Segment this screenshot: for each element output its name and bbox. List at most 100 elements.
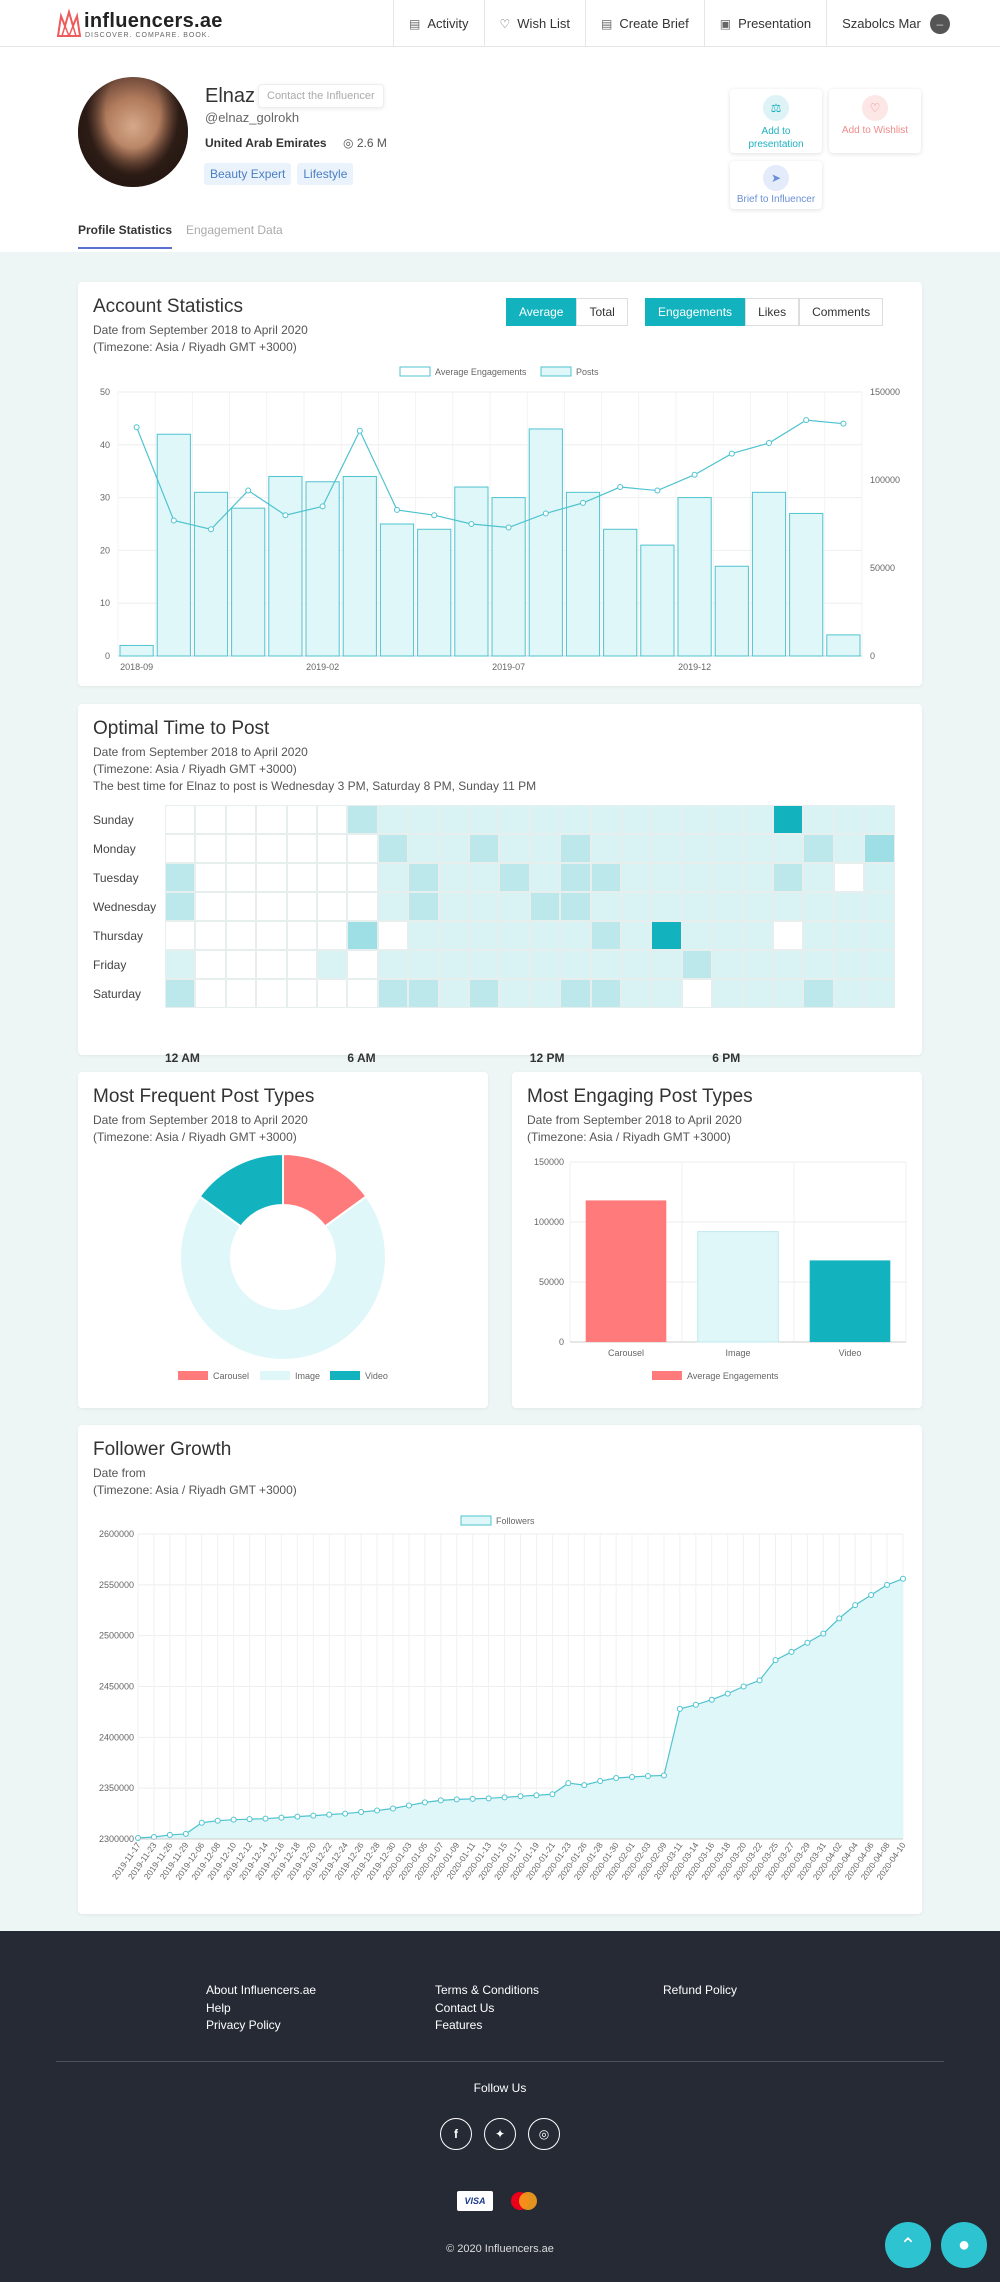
heatmap-cell[interactable] [347,863,378,892]
heatmap-cell[interactable] [256,805,287,834]
heatmap-cell[interactable] [712,834,743,863]
heatmap-cell[interactable] [773,805,804,834]
heatmap-cell[interactable] [864,805,895,834]
heatmap-cell[interactable] [651,834,682,863]
heatmap-cell[interactable] [195,921,226,950]
heatmap-cell[interactable] [438,805,469,834]
heatmap-cell[interactable] [621,979,652,1008]
heatmap-cell[interactable] [469,834,500,863]
heatmap-cell[interactable] [864,979,895,1008]
heatmap-cell[interactable] [347,950,378,979]
heatmap-cell[interactable] [469,863,500,892]
heatmap-cell[interactable] [773,892,804,921]
heatmap-cell[interactable] [681,805,713,834]
heatmap-cell[interactable] [165,950,196,979]
heatmap-cell[interactable] [803,921,834,950]
heatmap-cell[interactable] [742,834,773,863]
heatmap-cell[interactable] [803,892,834,921]
heatmap-cell[interactable] [833,834,865,863]
heatmap-cell[interactable] [438,863,469,892]
heatmap-cell[interactable] [499,834,530,863]
heatmap-cell[interactable] [621,834,652,863]
heatmap-cell[interactable] [499,921,530,950]
heatmap-cell[interactable] [742,805,773,834]
heatmap-cell[interactable] [317,921,348,950]
add-to-presentation-button[interactable]: ⚖ Add to presentation [730,89,822,153]
heatmap-cell[interactable] [621,950,652,979]
heatmap-cell[interactable] [225,863,257,892]
footer-link-about[interactable]: About Influencers.ae [206,1983,317,1997]
heatmap-cell[interactable] [499,805,530,834]
facebook-icon[interactable]: f [440,2118,472,2150]
heatmap-cell[interactable] [286,979,317,1008]
footer-link-refund[interactable]: Refund Policy [663,1983,738,1997]
heatmap-cell[interactable] [469,950,500,979]
toggle-likes[interactable]: Likes [745,298,800,326]
toggle-total[interactable]: Total [576,298,628,326]
heatmap-cell[interactable] [195,834,226,863]
heatmap-cell[interactable] [681,979,713,1008]
heatmap-cell[interactable] [864,863,895,892]
heatmap-cell[interactable] [712,892,743,921]
heatmap-cell[interactable] [560,805,591,834]
heatmap-cell[interactable] [408,950,439,979]
heatmap-cell[interactable] [225,979,257,1008]
heatmap-cell[interactable] [681,921,713,950]
heatmap-cell[interactable] [256,979,287,1008]
heatmap-cell[interactable] [317,979,348,1008]
heatmap-cell[interactable] [499,892,530,921]
heatmap-cell[interactable] [560,892,591,921]
footer-link-features[interactable]: Features [435,2018,483,2032]
tag-lifestyle[interactable]: Lifestyle [297,163,354,185]
heatmap-cell[interactable] [195,863,226,892]
heatmap-cell[interactable] [165,863,196,892]
heatmap-cell[interactable] [590,834,621,863]
heatmap-cell[interactable] [803,834,834,863]
heatmap-cell[interactable] [317,950,348,979]
tab-profile-statistics[interactable]: Profile Statistics [78,223,173,249]
user-menu[interactable]: Szabolcs Mar – [826,0,965,47]
heatmap-cell[interactable] [833,979,865,1008]
heatmap-cell[interactable] [742,921,773,950]
heatmap-cell[interactable] [621,892,652,921]
heatmap-cell[interactable] [833,950,865,979]
heatmap-cell[interactable] [590,892,621,921]
heatmap-cell[interactable] [408,805,439,834]
heatmap-cell[interactable] [317,805,348,834]
heatmap-cell[interactable] [286,834,317,863]
heatmap-cell[interactable] [256,834,287,863]
heatmap-cell[interactable] [256,921,287,950]
nav-create-brief[interactable]: ▤ Create Brief [585,0,704,47]
heatmap-cell[interactable] [225,950,257,979]
heatmap-cell[interactable] [165,834,196,863]
heatmap-cell[interactable] [256,892,287,921]
footer-link-privacy[interactable]: Privacy Policy [206,2018,281,2032]
heatmap-cell[interactable] [712,805,743,834]
nav-presentation[interactable]: ▣ Presentation [703,0,826,47]
heatmap-cell[interactable] [621,863,652,892]
heatmap-cell[interactable] [529,863,561,892]
heatmap-cell[interactable] [256,863,287,892]
heatmap-cell[interactable] [438,834,469,863]
heatmap-cell[interactable] [621,805,652,834]
heatmap-cell[interactable] [803,950,834,979]
heatmap-cell[interactable] [712,950,743,979]
heatmap-cell[interactable] [347,805,378,834]
heatmap-cell[interactable] [590,921,621,950]
heatmap-cell[interactable] [165,979,196,1008]
heatmap-cell[interactable] [286,950,317,979]
heatmap-cell[interactable] [499,950,530,979]
heatmap-cell[interactable] [712,921,743,950]
nav-activity[interactable]: ▤ Activity [393,0,484,47]
heatmap-cell[interactable] [195,950,226,979]
heatmap-cell[interactable] [529,805,561,834]
heatmap-cell[interactable] [499,979,530,1008]
heatmap-cell[interactable] [803,979,834,1008]
heatmap-cell[interactable] [560,921,591,950]
nav-wish-list[interactable]: ♡ Wish List [483,0,586,47]
heatmap-cell[interactable] [408,863,439,892]
heatmap-cell[interactable] [165,805,196,834]
tab-engagement-data[interactable]: Engagement Data [186,223,283,237]
heatmap-cell[interactable] [560,863,591,892]
heatmap-cell[interactable] [712,863,743,892]
